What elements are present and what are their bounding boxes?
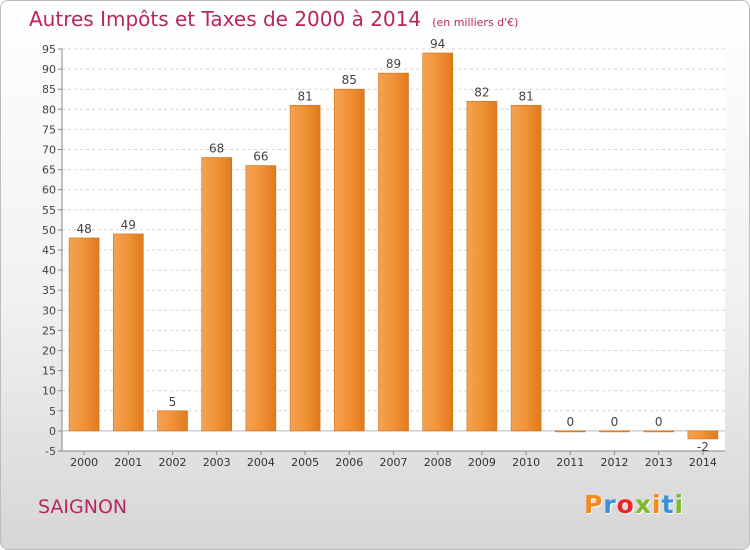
y-tick-label: 5 bbox=[49, 405, 56, 418]
data-label-2011: 0 bbox=[566, 415, 574, 429]
y-tick-label: 80 bbox=[42, 103, 56, 116]
logo-letter: x bbox=[634, 490, 652, 519]
title-block: Autres Impôts et Taxes de 2000 à 2014 (e… bbox=[29, 7, 518, 31]
data-label-2002: 5 bbox=[169, 395, 177, 409]
y-tick-label: 95 bbox=[42, 43, 56, 56]
y-tick-label: 25 bbox=[42, 324, 56, 337]
x-tick-label: 2005 bbox=[291, 456, 319, 469]
logo-letter: o bbox=[616, 490, 635, 519]
data-label-2014: -2 bbox=[697, 440, 709, 454]
y-tick-label: 20 bbox=[42, 345, 56, 358]
data-label-2013: 0 bbox=[655, 415, 663, 429]
y-axis-ticks: -5 0 5 10 15 20 25 30 35 40 45 50 55 60 65 70 75 80 85 90 95 bbox=[42, 43, 62, 458]
logo-letter: r bbox=[603, 490, 617, 519]
y-tick-label: 10 bbox=[42, 385, 56, 398]
x-axis-ticks: 2000 2001 2002 2003 2004 2005 2006 2007 2008 2009… bbox=[70, 451, 717, 469]
y-tick-label: 40 bbox=[42, 264, 56, 277]
y-tick-label: 65 bbox=[42, 164, 56, 177]
bar-2006 bbox=[333, 88, 365, 432]
data-label-2003: 68 bbox=[209, 142, 224, 156]
x-tick-label: 2012 bbox=[601, 456, 629, 469]
x-tick-label: 2010 bbox=[512, 456, 540, 469]
data-labels: 48 49 5 68 66 81 85 89 94 82 81 0 0 0 -2 bbox=[76, 37, 708, 454]
bar-2001 bbox=[113, 233, 144, 432]
y-tick-label: 55 bbox=[42, 204, 56, 217]
chart-title: Autres Impôts et Taxes de 2000 à 2014 bbox=[29, 7, 422, 31]
y-tick-label: 60 bbox=[42, 184, 56, 197]
y-tick-label: 85 bbox=[42, 83, 56, 96]
x-tick-label: 2013 bbox=[645, 456, 673, 469]
bar-2011 bbox=[554, 430, 586, 433]
bar-2000 bbox=[68, 237, 100, 432]
y-tick-label: 0 bbox=[49, 425, 56, 438]
data-label-2001: 49 bbox=[121, 218, 136, 232]
y-tick-label: 75 bbox=[42, 123, 56, 136]
bar-2012 bbox=[599, 430, 630, 433]
bar-2003 bbox=[201, 157, 232, 432]
commune-name: SAIGNON bbox=[38, 496, 128, 518]
x-tick-label: 2009 bbox=[468, 456, 496, 469]
bar-2007 bbox=[378, 72, 409, 432]
data-label-2008: 94 bbox=[430, 37, 445, 51]
y-tick-label: 35 bbox=[42, 284, 56, 297]
bar-2008 bbox=[422, 52, 454, 432]
data-label-2000: 48 bbox=[76, 222, 91, 236]
chart-subtitle: (en milliers d'€) bbox=[432, 16, 519, 29]
bars bbox=[68, 52, 719, 440]
bar-2010 bbox=[510, 104, 542, 432]
data-label-2004: 66 bbox=[253, 150, 268, 164]
x-tick-label: 2014 bbox=[689, 456, 717, 469]
y-tick-label: 15 bbox=[42, 365, 56, 378]
data-label-2012: 0 bbox=[611, 415, 619, 429]
x-tick-label: 2011 bbox=[556, 456, 584, 469]
y-tick-label: -5 bbox=[45, 445, 56, 458]
x-tick-label: 2003 bbox=[203, 456, 231, 469]
y-tick-label: 90 bbox=[42, 63, 56, 76]
y-tick-label: 50 bbox=[42, 224, 56, 237]
logo-letter: i bbox=[674, 490, 685, 519]
proxiti-logo: Proxiti bbox=[584, 490, 684, 519]
y-tick-label: 30 bbox=[42, 304, 56, 317]
bar-2002 bbox=[157, 410, 188, 432]
bar-2004 bbox=[245, 165, 277, 432]
data-label-2010: 81 bbox=[518, 89, 533, 103]
data-label-2006: 85 bbox=[342, 73, 357, 87]
logo-letter: P bbox=[584, 490, 604, 519]
x-tick-label: 2008 bbox=[424, 456, 452, 469]
x-tick-label: 2007 bbox=[380, 456, 408, 469]
x-tick-label: 2000 bbox=[70, 456, 98, 469]
bar-2013 bbox=[643, 430, 675, 433]
logo-letter: i bbox=[652, 490, 662, 519]
bar-2009 bbox=[466, 100, 498, 432]
y-tick-label: 70 bbox=[42, 144, 56, 157]
x-tick-label: 2001 bbox=[114, 456, 142, 469]
data-label-2009: 82 bbox=[474, 85, 489, 99]
data-label-2007: 89 bbox=[386, 57, 401, 71]
logo-letter: t bbox=[661, 490, 675, 519]
x-tick-label: 2006 bbox=[335, 456, 363, 469]
bar-2005 bbox=[289, 104, 321, 432]
x-tick-label: 2002 bbox=[159, 456, 187, 469]
y-tick-label: 45 bbox=[42, 244, 56, 257]
x-tick-label: 2004 bbox=[247, 456, 275, 469]
data-label-2005: 81 bbox=[297, 89, 312, 103]
bar-2014 bbox=[687, 430, 719, 440]
